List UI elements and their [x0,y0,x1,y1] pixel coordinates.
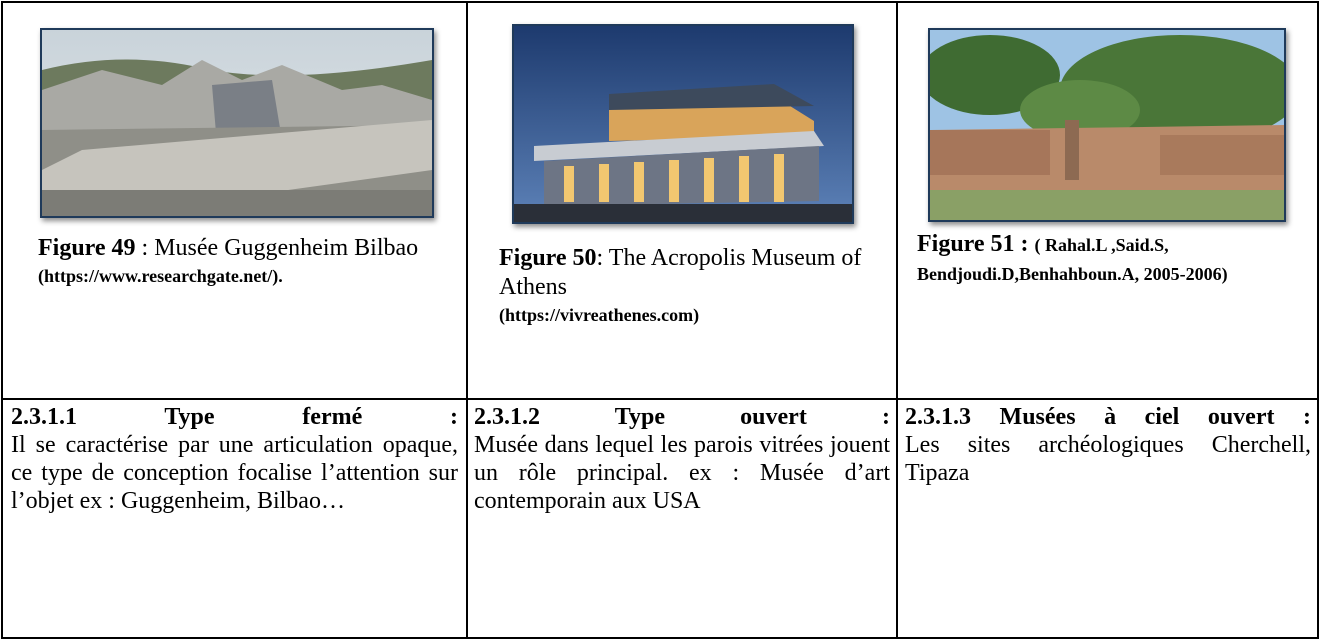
section-heading: 2.3.1.3 Musées à ciel ouvert : [905,404,1311,430]
figure-number: Figure 49 [38,235,136,261]
figure-caption: Figure 51 : ( Rahal.L ,Said.S, Bendjoudi… [917,230,1247,288]
table-border [1,1,1319,3]
caption-text: : Musée Guggenheim Bilbao [141,235,419,261]
caption-source: (https://www.researchgate.net/). [38,266,283,286]
table-border [466,1,468,639]
figure-caption: Figure 49 : Musée Guggenheim Bilbao (htt… [38,234,438,289]
figure-number: Figure 51 : [917,231,1029,257]
figure-caption: Figure 50: The Acropolis Museum of Athen… [499,244,869,328]
table-border [1317,1,1319,639]
table-cell: 2.3.1.3 Musées à ciel ouvert : Les sites… [905,403,1311,487]
table-cell: 2.3.1.2 Type ouvert : Musée dans lequel … [474,403,890,515]
table-border [896,1,898,639]
section-body: Musée dans lequel les parois vitrées jou… [474,432,890,514]
caption-source: (https://vivreathenes.com) [499,305,700,325]
photo-guggenheim [40,28,434,218]
table-border [1,398,1319,400]
section-body: Les sites archéologiques Cherchell, Tipa… [905,432,1311,486]
section-body: Il se caractérise par une articulation o… [11,432,458,514]
section-heading: 2.3.1.1 Type fermé : [11,404,458,430]
photo-archaeological-site [928,28,1286,222]
table-border [1,637,1319,639]
caption-source: ( Rahal.L ,Said.S, Bendjoudi.D,Benhahbou… [917,235,1228,284]
section-heading: 2.3.1.2 Type ouvert : [474,404,890,430]
caption-text: : The Acropolis Museum of Athens [499,245,862,300]
figure-number: Figure 50 [499,245,597,271]
photo-acropolis [512,24,854,224]
table-border [1,1,3,639]
table-cell: 2.3.1.1 Type fermé : Il se caractérise p… [11,403,458,515]
